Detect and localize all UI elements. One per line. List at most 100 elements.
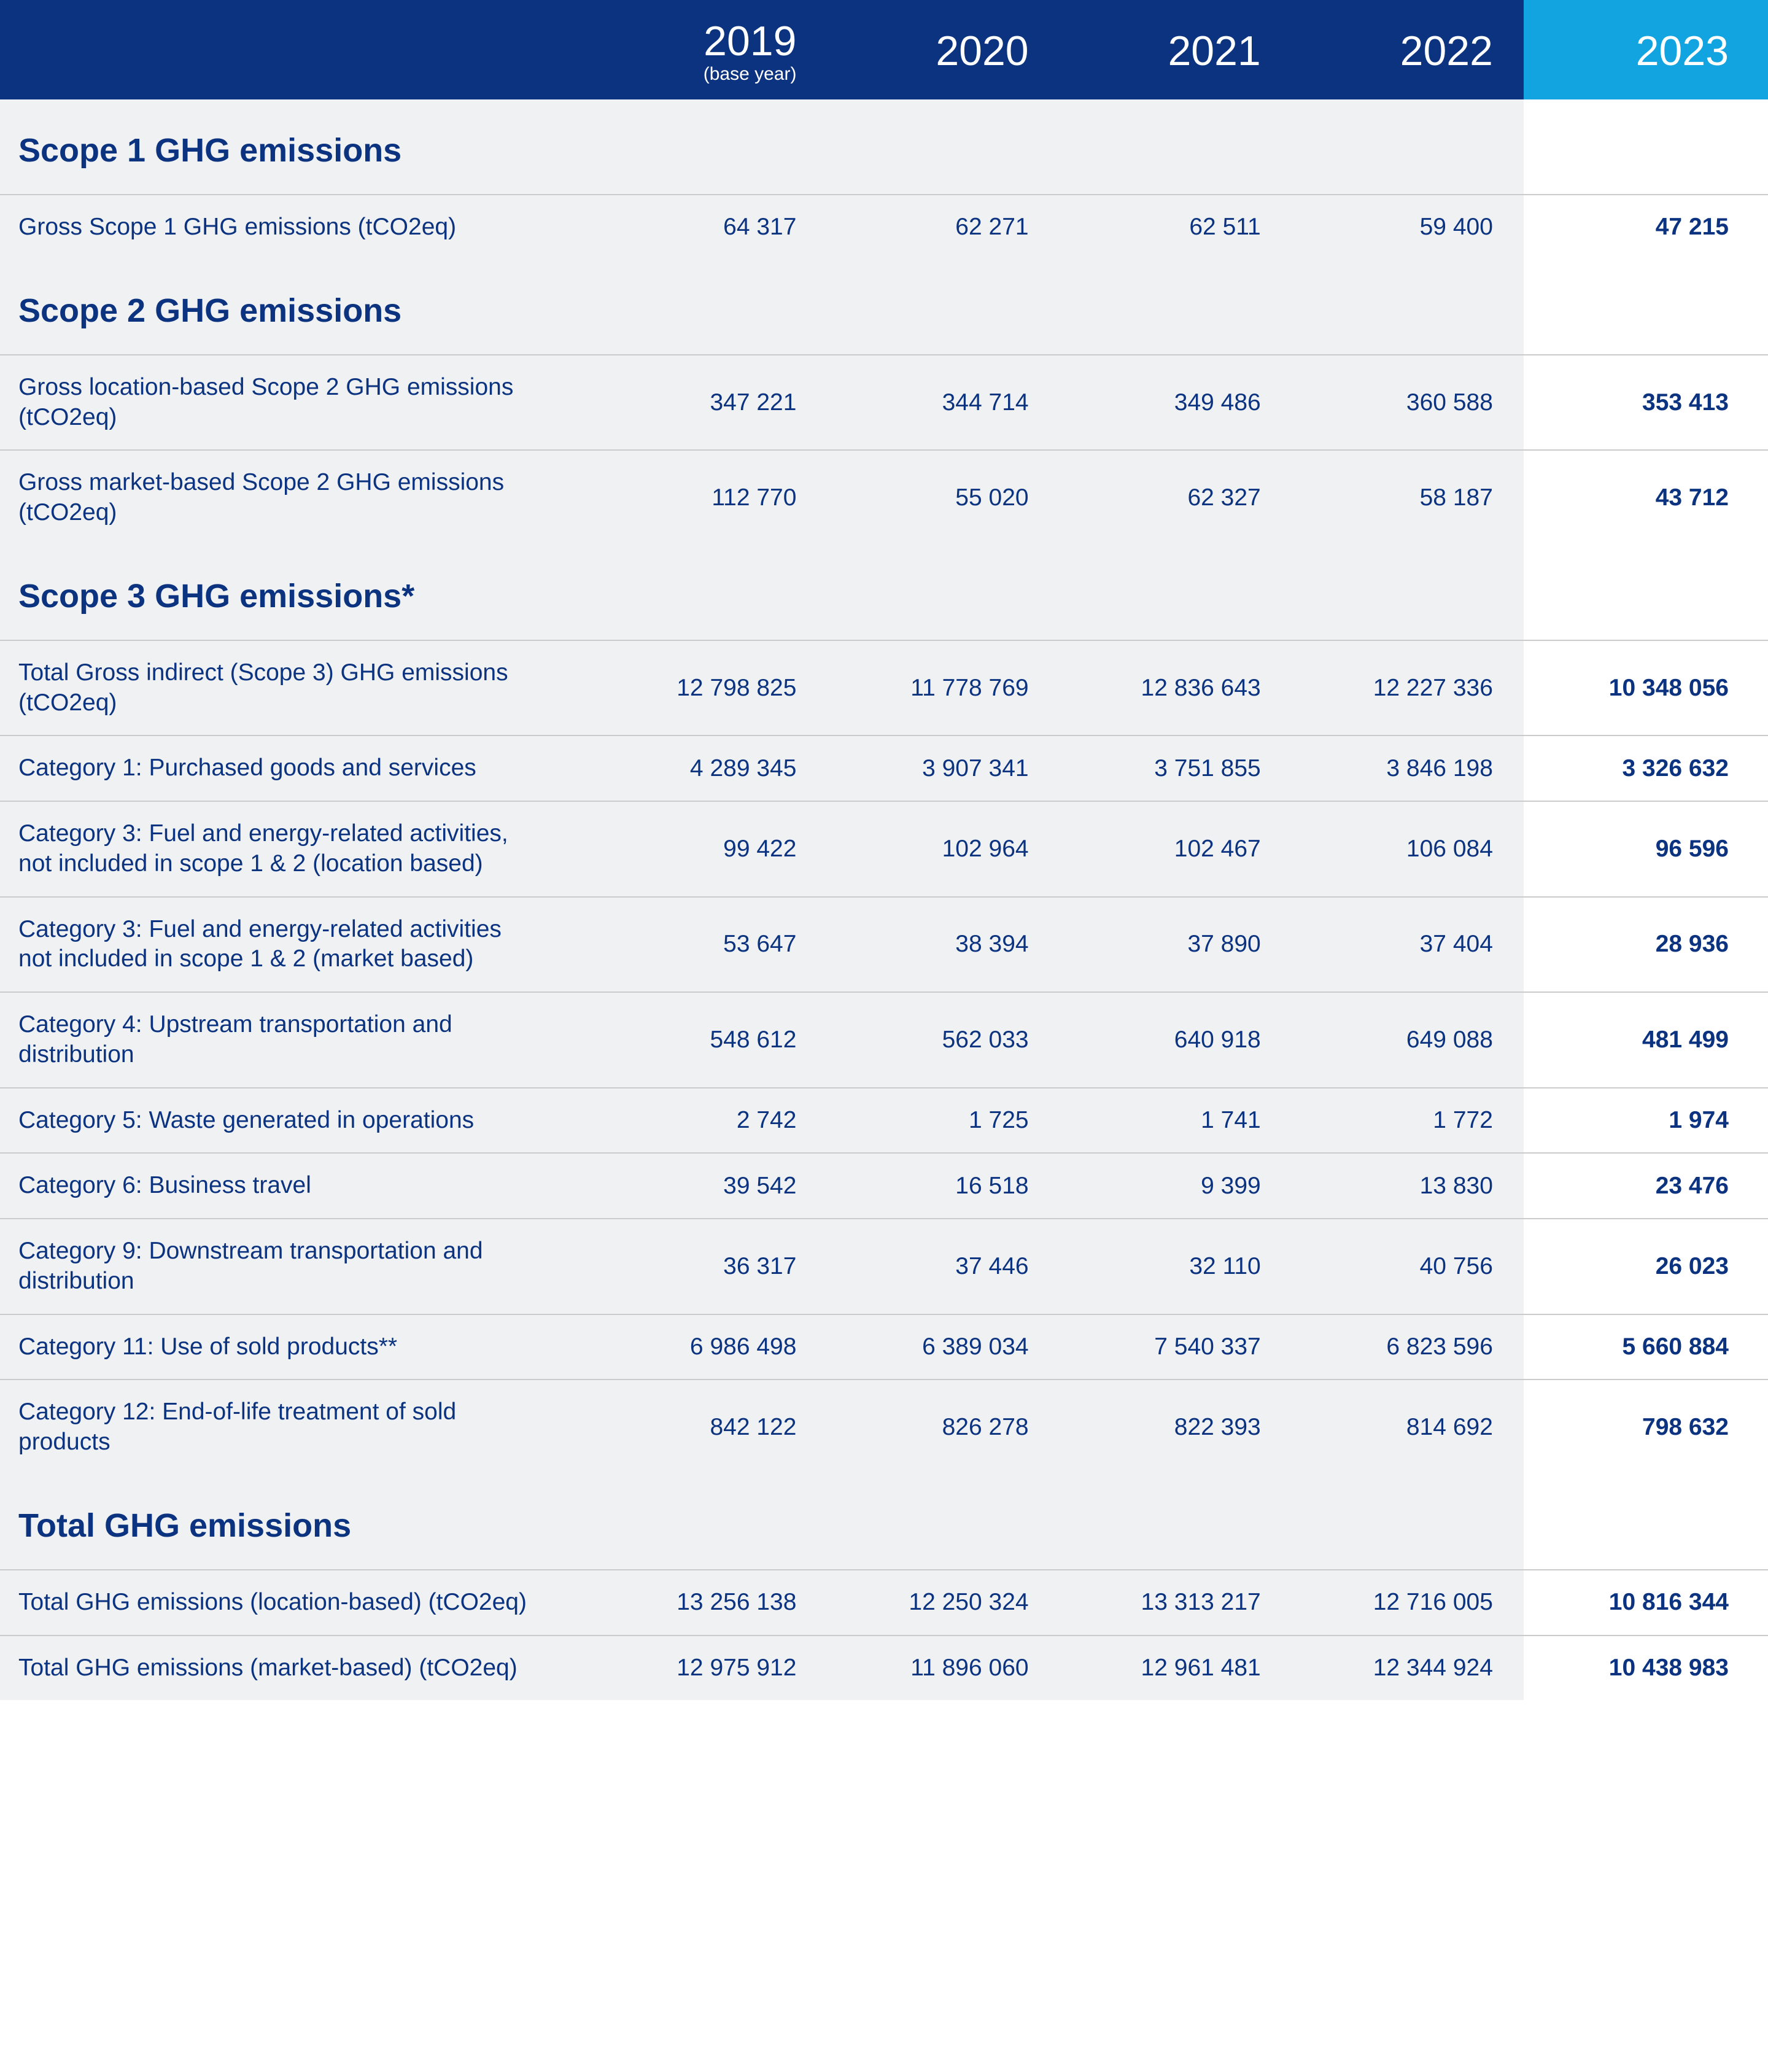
row-label: Total GHG emissions (market-based) (tCO2… — [0, 1635, 595, 1701]
cell-value-highlight: 47 215 — [1524, 195, 1768, 260]
table-row: Category 5: Waste generated in operation… — [0, 1088, 1768, 1154]
header-year-2022: 2022 — [1292, 0, 1524, 99]
cell-value: 6 986 498 — [595, 1314, 827, 1380]
cell-value: 12 975 912 — [595, 1635, 827, 1701]
cell-value: 16 518 — [827, 1153, 1059, 1219]
cell-value: 9 399 — [1060, 1153, 1292, 1219]
cell-value: 64 317 — [595, 195, 827, 260]
cell-value: 62 327 — [1060, 450, 1292, 545]
header-year-2023: 2023 — [1524, 0, 1768, 99]
table-row: Category 3: Fuel and energy-related acti… — [0, 897, 1768, 993]
row-label: Gross location-based Scope 2 GHG emissio… — [0, 355, 595, 451]
section-title: Total GHG emissions — [0, 1475, 1524, 1570]
cell-value: 37 404 — [1292, 897, 1524, 993]
cell-value-highlight: 96 596 — [1524, 801, 1768, 897]
section-row: Total GHG emissions — [0, 1475, 1768, 1570]
cell-value: 102 467 — [1060, 801, 1292, 897]
table-row: Total GHG emissions (market-based) (tCO2… — [0, 1635, 1768, 1701]
table-row: Category 4: Upstream transportation and … — [0, 992, 1768, 1088]
header-row: 2019 (base year) 2020 2021 2022 2023 — [0, 0, 1768, 99]
row-label: Category 5: Waste generated in operation… — [0, 1088, 595, 1154]
cell-value: 11 778 769 — [827, 640, 1059, 736]
table-row: Total Gross indirect (Scope 3) GHG emiss… — [0, 640, 1768, 736]
cell-value: 12 716 005 — [1292, 1570, 1524, 1635]
cell-value: 32 110 — [1060, 1219, 1292, 1314]
section-highlight-spacer — [1524, 545, 1768, 640]
cell-value: 814 692 — [1292, 1379, 1524, 1475]
section-highlight-spacer — [1524, 1475, 1768, 1570]
cell-value: 344 714 — [827, 355, 1059, 451]
cell-value: 1 725 — [827, 1088, 1059, 1154]
row-label: Category 3: Fuel and energy-related acti… — [0, 897, 595, 993]
table-row: Total GHG emissions (location-based) (tC… — [0, 1570, 1768, 1635]
cell-value: 102 964 — [827, 801, 1059, 897]
cell-value: 562 033 — [827, 992, 1059, 1088]
cell-value: 55 020 — [827, 450, 1059, 545]
row-label: Category 6: Business travel — [0, 1153, 595, 1219]
cell-value-highlight: 481 499 — [1524, 992, 1768, 1088]
cell-value: 58 187 — [1292, 450, 1524, 545]
table-row: Category 6: Business travel39 54216 5189… — [0, 1153, 1768, 1219]
cell-value: 12 227 336 — [1292, 640, 1524, 736]
cell-value: 2 742 — [595, 1088, 827, 1154]
cell-value: 13 256 138 — [595, 1570, 827, 1635]
cell-value: 59 400 — [1292, 195, 1524, 260]
row-label: Category 9: Downstream transportation an… — [0, 1219, 595, 1314]
section-title: Scope 1 GHG emissions — [0, 99, 1524, 195]
section-title: Scope 3 GHG emissions* — [0, 545, 1524, 640]
cell-value: 37 890 — [1060, 897, 1292, 993]
ghg-emissions-table: 2019 (base year) 2020 2021 2022 2023 Sco… — [0, 0, 1768, 1700]
cell-value: 37 446 — [827, 1219, 1059, 1314]
cell-value: 38 394 — [827, 897, 1059, 993]
cell-value: 1 741 — [1060, 1088, 1292, 1154]
section-highlight-spacer — [1524, 99, 1768, 195]
base-year-note: (base year) — [607, 64, 796, 85]
cell-value-highlight: 23 476 — [1524, 1153, 1768, 1219]
cell-value: 106 084 — [1292, 801, 1524, 897]
cell-value: 12 836 643 — [1060, 640, 1292, 736]
cell-value: 13 313 217 — [1060, 1570, 1292, 1635]
header-year-2019: 2019 (base year) — [595, 0, 827, 99]
cell-value-highlight: 1 974 — [1524, 1088, 1768, 1154]
cell-value-highlight: 10 816 344 — [1524, 1570, 1768, 1635]
cell-value: 40 756 — [1292, 1219, 1524, 1314]
table-row: Gross market-based Scope 2 GHG emissions… — [0, 450, 1768, 545]
cell-value: 112 770 — [595, 450, 827, 545]
year-label: 2023 — [1636, 28, 1729, 74]
year-label: 2022 — [1400, 28, 1493, 74]
cell-value-highlight: 10 438 983 — [1524, 1635, 1768, 1701]
cell-value: 822 393 — [1060, 1379, 1292, 1475]
year-label: 2019 — [704, 18, 796, 64]
cell-value: 36 317 — [595, 1219, 827, 1314]
cell-value: 39 542 — [595, 1153, 827, 1219]
table-row: Category 1: Purchased goods and services… — [0, 735, 1768, 801]
cell-value: 4 289 345 — [595, 735, 827, 801]
cell-value: 3 907 341 — [827, 735, 1059, 801]
cell-value: 347 221 — [595, 355, 827, 451]
cell-value: 842 122 — [595, 1379, 827, 1475]
row-label: Gross market-based Scope 2 GHG emissions… — [0, 450, 595, 545]
cell-value-highlight: 3 326 632 — [1524, 735, 1768, 801]
cell-value: 826 278 — [827, 1379, 1059, 1475]
cell-value: 13 830 — [1292, 1153, 1524, 1219]
cell-value-highlight: 10 348 056 — [1524, 640, 1768, 736]
year-label: 2021 — [1168, 28, 1260, 74]
cell-value: 12 798 825 — [595, 640, 827, 736]
cell-value: 349 486 — [1060, 355, 1292, 451]
table-row: Gross Scope 1 GHG emissions (tCO2eq)64 3… — [0, 195, 1768, 260]
cell-value-highlight: 798 632 — [1524, 1379, 1768, 1475]
table-row: Category 3: Fuel and energy-related acti… — [0, 801, 1768, 897]
section-row: Scope 1 GHG emissions — [0, 99, 1768, 195]
table-row: Category 11: Use of sold products**6 986… — [0, 1314, 1768, 1380]
cell-value-highlight: 43 712 — [1524, 450, 1768, 545]
cell-value: 3 751 855 — [1060, 735, 1292, 801]
cell-value: 1 772 — [1292, 1088, 1524, 1154]
cell-value: 548 612 — [595, 992, 827, 1088]
cell-value: 640 918 — [1060, 992, 1292, 1088]
cell-value: 12 961 481 — [1060, 1635, 1292, 1701]
cell-value: 12 344 924 — [1292, 1635, 1524, 1701]
cell-value: 11 896 060 — [827, 1635, 1059, 1701]
row-label: Category 4: Upstream transportation and … — [0, 992, 595, 1088]
header-year-2021: 2021 — [1060, 0, 1292, 99]
section-row: Scope 3 GHG emissions* — [0, 545, 1768, 640]
